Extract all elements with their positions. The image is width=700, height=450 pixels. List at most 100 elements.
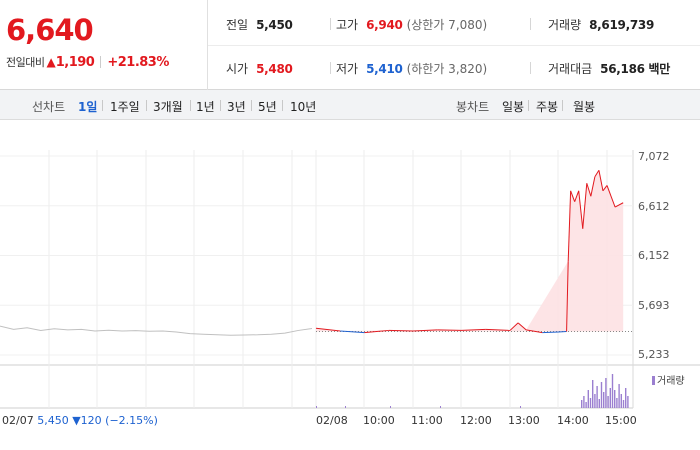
price-line-segment [437, 329, 462, 331]
trade-value-label: 거래대금 [548, 62, 593, 76]
volume-label: 거래량 [548, 18, 582, 32]
price-line-segment [517, 322, 527, 331]
divider [102, 100, 103, 111]
open-label: 시가 [226, 62, 249, 76]
tab-3y[interactable]: 3년 [227, 100, 246, 114]
divider [282, 100, 283, 111]
volume-bar [616, 398, 618, 408]
divider [530, 18, 531, 30]
lower-limit: (하한가 3,820) [406, 62, 488, 76]
divider [530, 62, 531, 74]
x-tick-label: 10:00 [363, 414, 395, 427]
volume-bar [609, 388, 611, 408]
divider [251, 100, 252, 111]
price-line-segment [567, 190, 572, 262]
volume-bar [600, 382, 603, 408]
tab-daily[interactable]: 일봉 [502, 100, 525, 114]
chart-tab-bar: 선차트 1일 1주일 3개월 1년 3년 5년 10년 봉차트 일봉 주봉 월봉 [0, 90, 700, 120]
divider [528, 100, 529, 111]
volume-bar [618, 384, 620, 408]
volume-bar [607, 396, 609, 408]
price-line-segment [578, 190, 584, 229]
tab-monthly[interactable]: 월봉 [573, 100, 596, 114]
price-line-segment [485, 328, 511, 331]
y-tick-label: 7,072 [638, 150, 670, 163]
price-line-segment [566, 261, 569, 332]
price-chart [0, 120, 700, 450]
trade-value: 56,186 백만 [600, 62, 671, 76]
price-line-segment [542, 331, 559, 334]
volume-bar [390, 406, 391, 408]
volume-bar [345, 406, 346, 408]
price-line-segment [614, 202, 624, 208]
price-line-segment [574, 190, 580, 202]
current-price-block: 6,640 전일대비 ▲ 1,190 +21.83% [0, 0, 208, 90]
x-tick-label: 02/08 [316, 414, 348, 427]
prev-date: 02/07 [2, 414, 34, 427]
price-gain-area [316, 170, 624, 332]
tab-1w[interactable]: 1주일 [110, 100, 140, 114]
tab-1y[interactable]: 1년 [196, 100, 215, 114]
divider [190, 100, 191, 111]
volume-legend: 거래량 [652, 372, 685, 387]
volume-bar [603, 392, 605, 408]
candle-chart-label: 봉차트 [456, 100, 490, 114]
volume-bar [598, 399, 600, 408]
price-chart-svg [0, 150, 700, 409]
high-cell: 고가 6,940 (상한가 7,080) [336, 16, 487, 33]
prev-close-label: 전일 [226, 18, 249, 32]
price-line-segment [388, 329, 414, 332]
price-line-segment [570, 190, 576, 202]
price-line-segment [594, 170, 600, 178]
volume-bar [587, 390, 589, 408]
high-value: 6,940 [366, 17, 403, 32]
quote-panel: 6,640 전일대비 ▲ 1,190 +21.83% 전일 5,450 고가 6… [0, 0, 700, 90]
volume-bar [620, 394, 622, 408]
price-line-segment [526, 329, 543, 334]
volume-bar [622, 400, 625, 408]
change-row: 전일대비 ▲ 1,190 +21.83% [6, 54, 207, 70]
current-price: 6,640 [6, 13, 94, 47]
divider [146, 100, 147, 111]
price-line-segment [461, 328, 486, 331]
volume-bar [611, 374, 614, 408]
tab-1d[interactable]: 1일 [78, 100, 98, 114]
volume-bar [585, 402, 587, 408]
volume-bar [594, 394, 596, 408]
x-tick-label: 13:00 [508, 414, 540, 427]
price-line-segment [412, 329, 438, 332]
tab-3m[interactable]: 3개월 [153, 100, 183, 114]
line-chart-label: 선차트 [32, 100, 66, 114]
price-line-segment [364, 329, 389, 334]
price-line-segment [602, 185, 608, 192]
change-amount: 1,190 [55, 54, 95, 70]
prev-day-info: 02/07 5,450 ▼120 (−2.15%) [2, 414, 158, 427]
change-label: 전일대비 [6, 56, 45, 69]
high-label: 고가 [336, 18, 359, 32]
divider [100, 56, 102, 68]
x-tick-label: 11:00 [411, 414, 443, 427]
price-line-segment [598, 170, 604, 191]
divider [562, 100, 563, 111]
volume-bar [625, 388, 627, 408]
volume-legend-swatch [652, 376, 655, 385]
prev-change: 120 [80, 414, 102, 427]
volume-bar [614, 390, 616, 408]
tab-weekly[interactable]: 주봉 [536, 100, 559, 114]
prev-close-cell: 전일 5,450 [226, 16, 293, 33]
volume-bar [605, 378, 607, 408]
y-tick-label: 6,612 [638, 200, 670, 213]
price-line-segment [340, 330, 365, 334]
tab-10y[interactable]: 10년 [290, 100, 317, 114]
divider [220, 100, 221, 111]
volume-bar [589, 398, 592, 408]
x-tick-label: 14:00 [557, 414, 589, 427]
prev-day-line [0, 325, 313, 336]
up-triangle-icon: ▲ [46, 55, 56, 69]
price-line-segment [586, 183, 592, 197]
tab-5y[interactable]: 5년 [258, 100, 277, 114]
price-line-segment [590, 176, 596, 197]
low-cell: 저가 5,410 (하한가 3,820) [336, 60, 487, 77]
open-value: 5,480 [256, 61, 293, 76]
volume-bar [627, 396, 629, 408]
